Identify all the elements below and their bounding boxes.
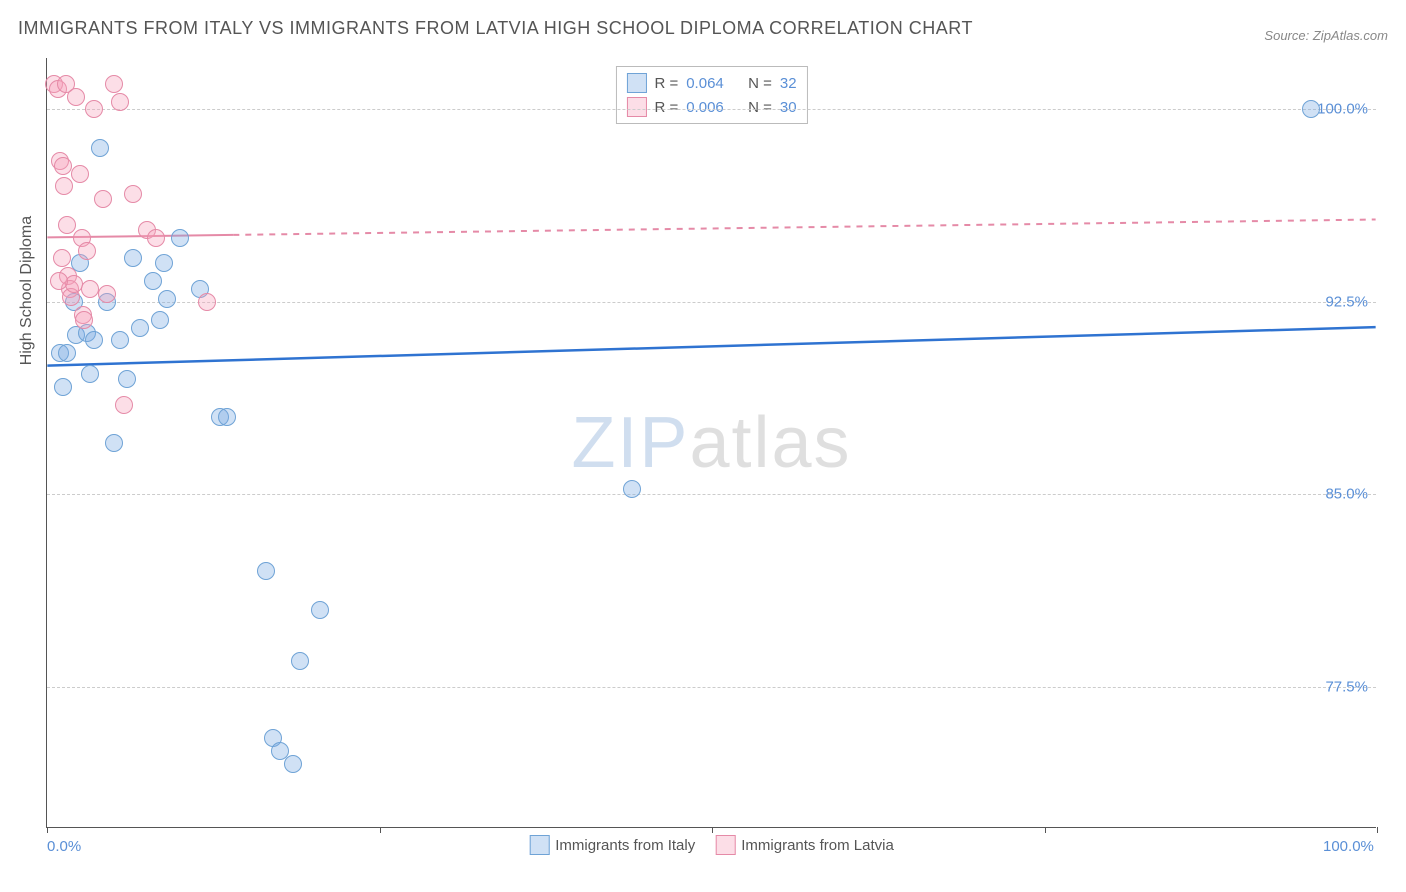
x-tick-mark — [1045, 827, 1046, 833]
scatter-point-latvia — [98, 285, 116, 303]
scatter-point-latvia — [53, 249, 71, 267]
legend-item-latvia: Immigrants from Latvia — [715, 835, 894, 855]
scatter-point-latvia — [85, 100, 103, 118]
scatter-point-italy — [311, 601, 329, 619]
n-value-italy: 32 — [780, 75, 797, 92]
scatter-point-italy — [284, 755, 302, 773]
legend-series: Immigrants from Italy Immigrants from La… — [529, 835, 894, 855]
scatter-point-italy — [118, 370, 136, 388]
scatter-point-latvia — [50, 272, 68, 290]
source-credit: Source: ZipAtlas.com — [1264, 28, 1388, 43]
watermark: ZIPatlas — [571, 402, 851, 484]
swatch-latvia — [715, 835, 735, 855]
x-tick-mark — [1377, 827, 1378, 833]
source-label: Source: — [1264, 28, 1309, 43]
series-name-italy: Immigrants from Italy — [555, 837, 695, 854]
scatter-point-italy — [124, 249, 142, 267]
x-tick-label: 0.0% — [47, 838, 81, 855]
trend-line-latvia-dashed — [233, 219, 1375, 234]
y-tick-label: 77.5% — [1325, 678, 1368, 695]
legend-stats: R = 0.064 N = 32 R = 0.006 N = 30 — [615, 66, 807, 124]
plot-area: ZIPatlas R = 0.064 N = 32 R = 0.006 N = … — [46, 58, 1376, 828]
scatter-point-italy — [144, 272, 162, 290]
scatter-point-italy — [111, 331, 129, 349]
n-label: N = — [748, 75, 772, 92]
scatter-point-italy — [91, 139, 109, 157]
x-tick-mark — [712, 827, 713, 833]
swatch-italy — [626, 73, 646, 93]
n-value-latvia: 30 — [780, 99, 797, 116]
scatter-point-latvia — [75, 311, 93, 329]
scatter-point-italy — [105, 434, 123, 452]
scatter-point-latvia — [105, 75, 123, 93]
scatter-point-latvia — [78, 242, 96, 260]
scatter-point-italy — [155, 254, 173, 272]
scatter-point-latvia — [71, 165, 89, 183]
scatter-point-italy — [81, 365, 99, 383]
r-label: R = — [654, 99, 678, 116]
scatter-point-latvia — [54, 157, 72, 175]
chart-title: IMMIGRANTS FROM ITALY VS IMMIGRANTS FROM… — [18, 18, 973, 39]
scatter-point-italy — [131, 319, 149, 337]
scatter-point-latvia — [124, 185, 142, 203]
scatter-point-italy — [151, 311, 169, 329]
scatter-point-italy — [58, 344, 76, 362]
scatter-point-latvia — [81, 280, 99, 298]
scatter-point-latvia — [58, 216, 76, 234]
x-tick-mark — [47, 827, 48, 833]
scatter-point-italy — [54, 378, 72, 396]
y-tick-label: 85.0% — [1325, 486, 1368, 503]
r-label: R = — [654, 75, 678, 92]
scatter-point-italy — [257, 562, 275, 580]
source-name: ZipAtlas.com — [1313, 28, 1388, 43]
watermark-atlas: atlas — [689, 403, 851, 483]
x-tick-mark — [380, 827, 381, 833]
swatch-italy — [529, 835, 549, 855]
x-tick-label: 100.0% — [1323, 838, 1374, 855]
scatter-point-latvia — [115, 396, 133, 414]
y-tick-label: 100.0% — [1317, 101, 1368, 118]
legend-stats-row-italy: R = 0.064 N = 32 — [626, 71, 796, 95]
scatter-point-latvia — [94, 190, 112, 208]
y-axis-label: High School Diploma — [18, 216, 36, 365]
scatter-point-latvia — [55, 177, 73, 195]
r-value-latvia: 0.006 — [686, 99, 724, 116]
swatch-latvia — [626, 97, 646, 117]
scatter-point-latvia — [67, 88, 85, 106]
legend-item-italy: Immigrants from Italy — [529, 835, 695, 855]
scatter-point-italy — [85, 331, 103, 349]
trend-line-italy — [47, 327, 1375, 365]
scatter-point-latvia — [111, 93, 129, 111]
scatter-point-latvia — [147, 229, 165, 247]
scatter-point-italy — [1302, 100, 1320, 118]
legend-stats-row-latvia: R = 0.006 N = 30 — [626, 95, 796, 119]
watermark-zip: ZIP — [571, 403, 689, 483]
r-value-italy: 0.064 — [686, 75, 724, 92]
gridline — [47, 687, 1376, 688]
scatter-point-italy — [218, 408, 236, 426]
gridline — [47, 494, 1376, 495]
y-tick-label: 92.5% — [1325, 293, 1368, 310]
series-name-latvia: Immigrants from Latvia — [741, 837, 894, 854]
gridline — [47, 302, 1376, 303]
gridline — [47, 109, 1376, 110]
trend-lines-layer — [47, 58, 1376, 827]
scatter-point-italy — [171, 229, 189, 247]
n-label: N = — [748, 99, 772, 116]
scatter-point-italy — [158, 290, 176, 308]
scatter-point-italy — [291, 652, 309, 670]
scatter-point-italy — [623, 480, 641, 498]
scatter-point-latvia — [198, 293, 216, 311]
